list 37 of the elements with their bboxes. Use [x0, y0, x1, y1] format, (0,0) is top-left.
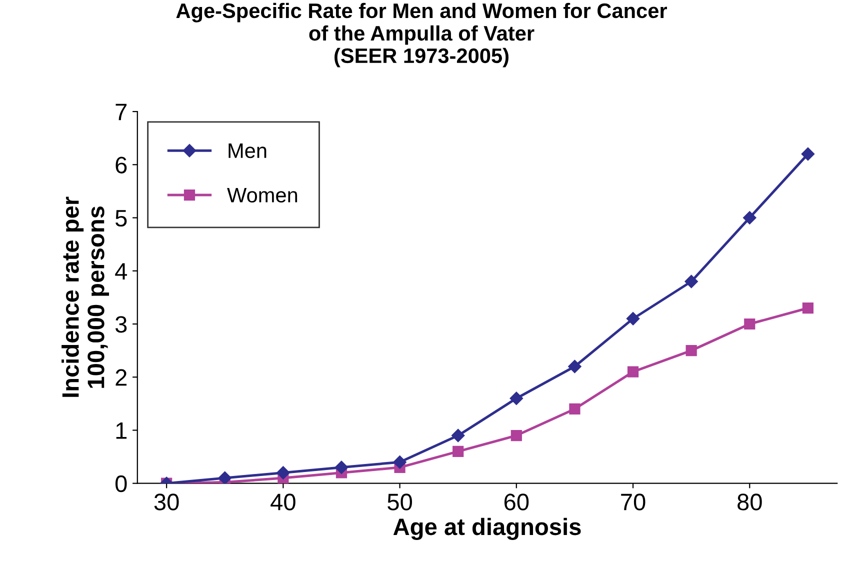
- x-tick-label: 30: [154, 494, 179, 510]
- y-tick-label: 4: [115, 263, 127, 280]
- point: [686, 345, 697, 356]
- y-tick-label: 3: [115, 316, 127, 333]
- point: [744, 318, 756, 330]
- y-tick-label: 0: [115, 475, 127, 492]
- point: [626, 312, 640, 326]
- point: [568, 360, 582, 374]
- x-tick-label: 70: [621, 494, 646, 510]
- y-tick-label: 5: [116, 210, 127, 227]
- y-tick-label: 7: [116, 104, 127, 120]
- point: [627, 366, 639, 378]
- point: [452, 428, 465, 442]
- point: [452, 446, 464, 458]
- point: [743, 211, 756, 224]
- legend-label: Women: [227, 188, 298, 203]
- x-axis-title: Age at diagnosis: [393, 518, 581, 540]
- point: [801, 147, 815, 161]
- point: [684, 274, 698, 288]
- legend-label: Men: [228, 144, 266, 158]
- x-tick-label: 80: [738, 494, 762, 510]
- point: [569, 403, 580, 415]
- point: [510, 392, 523, 405]
- point: [218, 471, 232, 484]
- y-axis-title: Incidence rate per 100,000 persons: [62, 196, 109, 397]
- y-tick-label: 6: [116, 156, 127, 174]
- chart-title: Age-Specific Rate for Men and Women for Cancer of the Ampulla of Vater (SEER 1973-2005): [176, 2, 668, 68]
- point: [276, 466, 290, 480]
- point: [510, 430, 522, 442]
- x-tick-label: 40: [270, 494, 296, 510]
- x-tick-label: 60: [504, 494, 529, 510]
- point: [334, 460, 348, 474]
- point: [802, 302, 814, 314]
- y-tick-label: 1: [116, 422, 127, 439]
- x-tick-label: 50: [388, 494, 412, 510]
- point: [393, 456, 406, 469]
- y-tick-label: 2: [116, 369, 127, 386]
